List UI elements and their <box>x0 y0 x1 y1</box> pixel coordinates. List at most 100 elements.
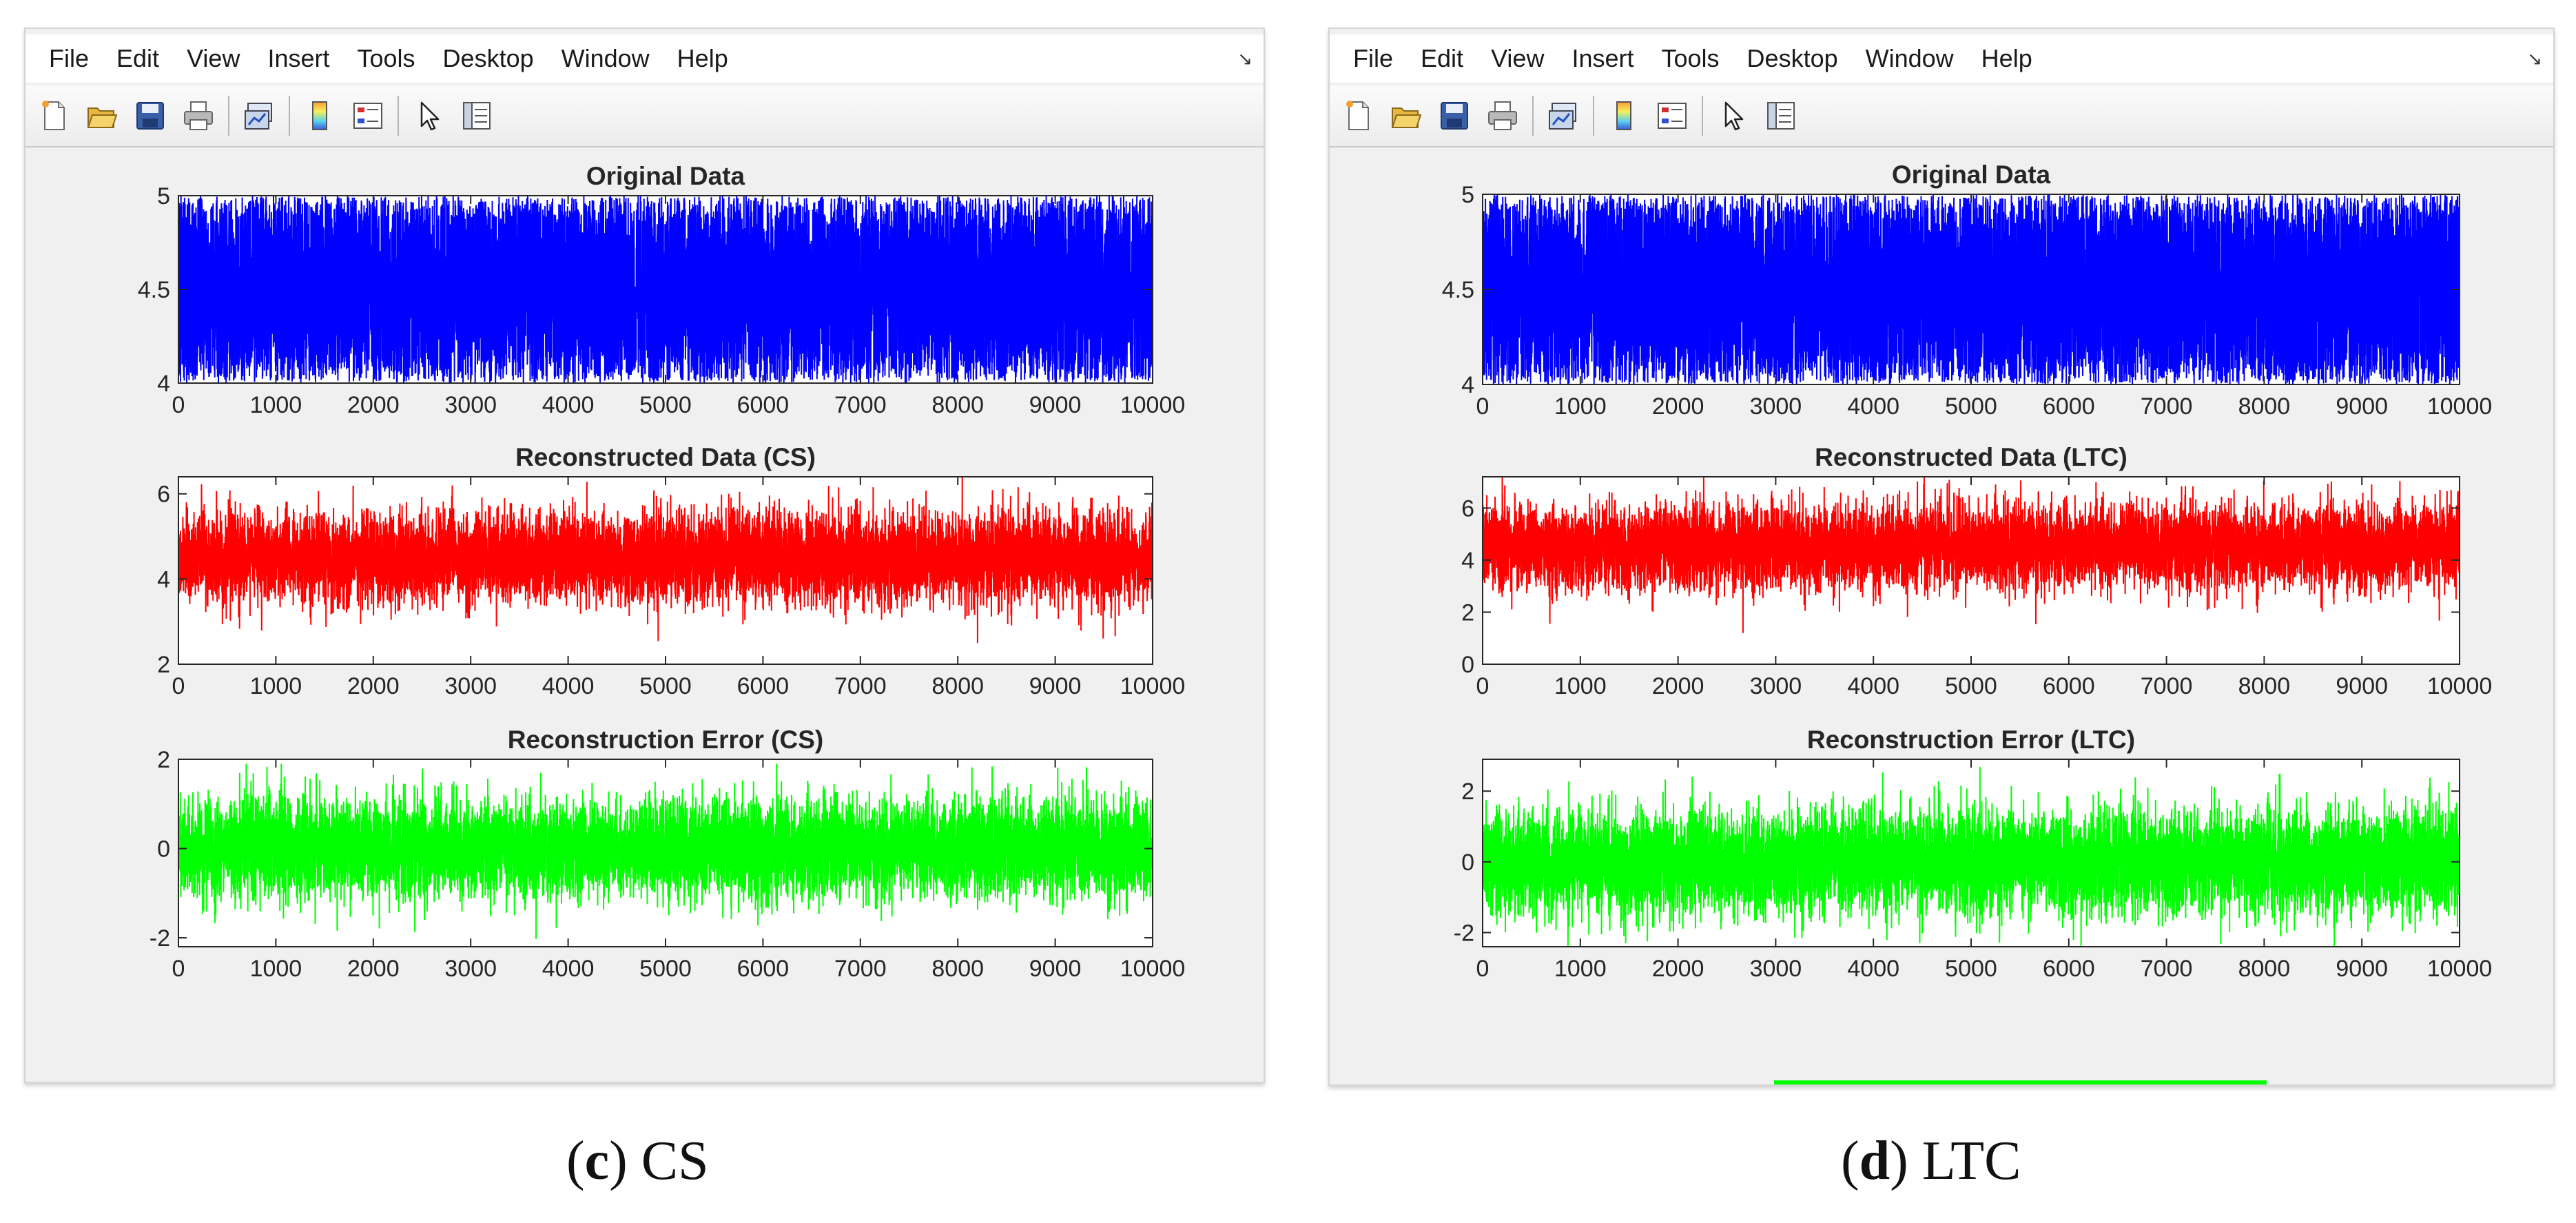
new-figure-icon[interactable] <box>31 93 76 138</box>
x-tick-label: 5000 <box>639 392 692 418</box>
figure-window-ltc: File Edit View Insert Tools Desktop Wind… <box>1328 28 2555 1086</box>
x-tick-label: 2000 <box>1652 393 1704 420</box>
save-icon[interactable] <box>127 93 173 138</box>
x-tick-label: 7000 <box>834 956 887 982</box>
x-tick-label: 8000 <box>931 392 984 418</box>
toolbar-separator <box>1532 96 1534 136</box>
x-tick-label: 1000 <box>1554 393 1607 420</box>
y-tick-label: -2 <box>1454 920 1474 946</box>
y-tick-label: 5 <box>157 183 170 209</box>
menu-insert[interactable]: Insert <box>1572 44 1634 72</box>
x-tick-label: 10000 <box>2427 673 2493 699</box>
menu-tools[interactable]: Tools <box>357 44 415 72</box>
axes-3: 0 1000 2000 3000 4000 5000 6000 7000 8000 9000 100… <box>1454 726 2493 982</box>
axes-title: Original Data <box>1892 161 2051 189</box>
series-line <box>1483 194 2460 384</box>
save-icon[interactable] <box>1432 93 1477 138</box>
link-plot-icon[interactable] <box>236 93 282 138</box>
property-inspector-icon[interactable] <box>454 93 499 138</box>
y-tick-label: 0 <box>157 836 170 863</box>
x-tick-label: 7000 <box>834 392 887 418</box>
x-tick-label: 2000 <box>347 392 400 418</box>
caption-ltc: (d) LTC <box>1841 1131 2021 1191</box>
menu-insert[interactable]: Insert <box>267 44 330 72</box>
x-tick-label: 2000 <box>1652 956 1704 982</box>
menu-tools[interactable]: Tools <box>1661 44 1720 72</box>
menu-desktop[interactable]: Desktop <box>442 44 534 72</box>
x-tick-label: 6000 <box>737 956 790 982</box>
y-tick-label: 2 <box>1461 779 1474 805</box>
y-tick-label: 0 <box>1461 850 1474 876</box>
figure-toolbar <box>25 85 1264 147</box>
link-plot-icon[interactable] <box>1541 93 1586 138</box>
series-line <box>178 477 1153 644</box>
print-icon[interactable] <box>1480 93 1525 138</box>
x-tick-label: 5000 <box>639 956 692 982</box>
open-file-icon[interactable] <box>1383 93 1429 138</box>
dock-arrow-icon[interactable]: ↘ <box>1237 48 1253 69</box>
x-tick-label: 7000 <box>834 673 887 699</box>
y-tick-label: 2 <box>1461 599 1474 626</box>
x-tick-label: 4000 <box>1847 673 1899 699</box>
caption-letter: d <box>1859 1131 1890 1191</box>
menu-desktop[interactable]: Desktop <box>1746 44 1838 72</box>
figure-window-cs: File Edit View Insert Tools Desktop Wind… <box>24 28 1265 1083</box>
property-inspector-icon[interactable] <box>1758 93 1804 138</box>
y-tick-label: 4.5 <box>138 277 170 303</box>
x-tick-label: 0 <box>1476 393 1490 420</box>
menu-edit[interactable]: Edit <box>1421 44 1464 72</box>
print-icon[interactable] <box>176 93 221 138</box>
series-line <box>178 763 1153 939</box>
x-tick-label: 5000 <box>1945 393 1997 420</box>
y-tick-label: 4 <box>157 566 170 593</box>
colorbar-icon[interactable] <box>297 93 342 138</box>
x-tick-label: 5000 <box>1945 673 1997 699</box>
figure-canvas: 0 1000 2000 3000 4000 5000 6000 7000 8000 9000 100… <box>1330 147 2553 1085</box>
x-tick-label: 10000 <box>2427 393 2493 420</box>
axes-title: Reconstruction Error (CS) <box>508 726 823 754</box>
legend-icon[interactable] <box>345 93 391 138</box>
x-tick-label: 0 <box>1476 673 1490 699</box>
menu-window[interactable]: Window <box>1865 44 1954 72</box>
dock-arrow-icon[interactable]: ↘ <box>2527 48 2542 69</box>
x-tick-label: 3000 <box>444 956 497 982</box>
x-tick-label: 4000 <box>1847 956 1899 982</box>
pointer-icon[interactable] <box>1710 93 1755 138</box>
menu-file[interactable]: File <box>49 44 90 72</box>
menu-view[interactable]: View <box>1491 44 1545 72</box>
x-tick-label: 3000 <box>1750 673 1802 699</box>
x-tick-label: 4000 <box>542 956 595 982</box>
menu-edit[interactable]: Edit <box>116 44 160 72</box>
x-tick-label: 9000 <box>2336 956 2388 982</box>
figure-canvas: 0 1000 2000 3000 4000 5000 6000 7000 8000 9000 100… <box>25 147 1264 1082</box>
x-tick-label: 3000 <box>1750 956 1802 982</box>
series-line <box>1483 766 2460 947</box>
menu-window[interactable]: Window <box>561 44 650 72</box>
caption-text: CS <box>641 1131 709 1191</box>
y-tick-label: 4 <box>157 371 170 397</box>
x-tick-label: 8000 <box>2238 673 2291 699</box>
y-tick-label: 6 <box>1461 495 1474 522</box>
colorbar-icon[interactable] <box>1601 93 1647 138</box>
menu-bar: File Edit View Insert Tools Desktop Wind… <box>1330 34 2553 83</box>
menu-view[interactable]: View <box>187 44 240 72</box>
axes-1: 0 1000 2000 3000 4000 5000 6000 7000 8000 9000 100… <box>138 162 1186 418</box>
menu-file[interactable]: File <box>1353 44 1394 72</box>
legend-icon[interactable] <box>1649 93 1695 138</box>
toolbar-separator <box>228 96 229 136</box>
y-tick-label: 6 <box>157 482 170 508</box>
menu-help[interactable]: Help <box>677 44 728 72</box>
x-tick-label: 0 <box>1476 956 1490 982</box>
axes-1: 0 1000 2000 3000 4000 5000 6000 7000 8000 9000 100… <box>1442 161 2493 420</box>
pointer-icon[interactable] <box>406 93 451 138</box>
x-tick-label: 10000 <box>2427 956 2493 982</box>
x-tick-label: 3000 <box>1750 393 1802 420</box>
axes-title: Reconstructed Data (CS) <box>515 443 816 471</box>
x-tick-label: 3000 <box>444 392 497 418</box>
toolbar-separator <box>289 96 290 136</box>
menu-help[interactable]: Help <box>1981 44 2032 72</box>
x-tick-label: 0 <box>172 956 185 982</box>
new-figure-icon[interactable] <box>1335 93 1381 138</box>
open-file-icon[interactable] <box>79 93 125 138</box>
toolbar-separator <box>1593 96 1594 136</box>
